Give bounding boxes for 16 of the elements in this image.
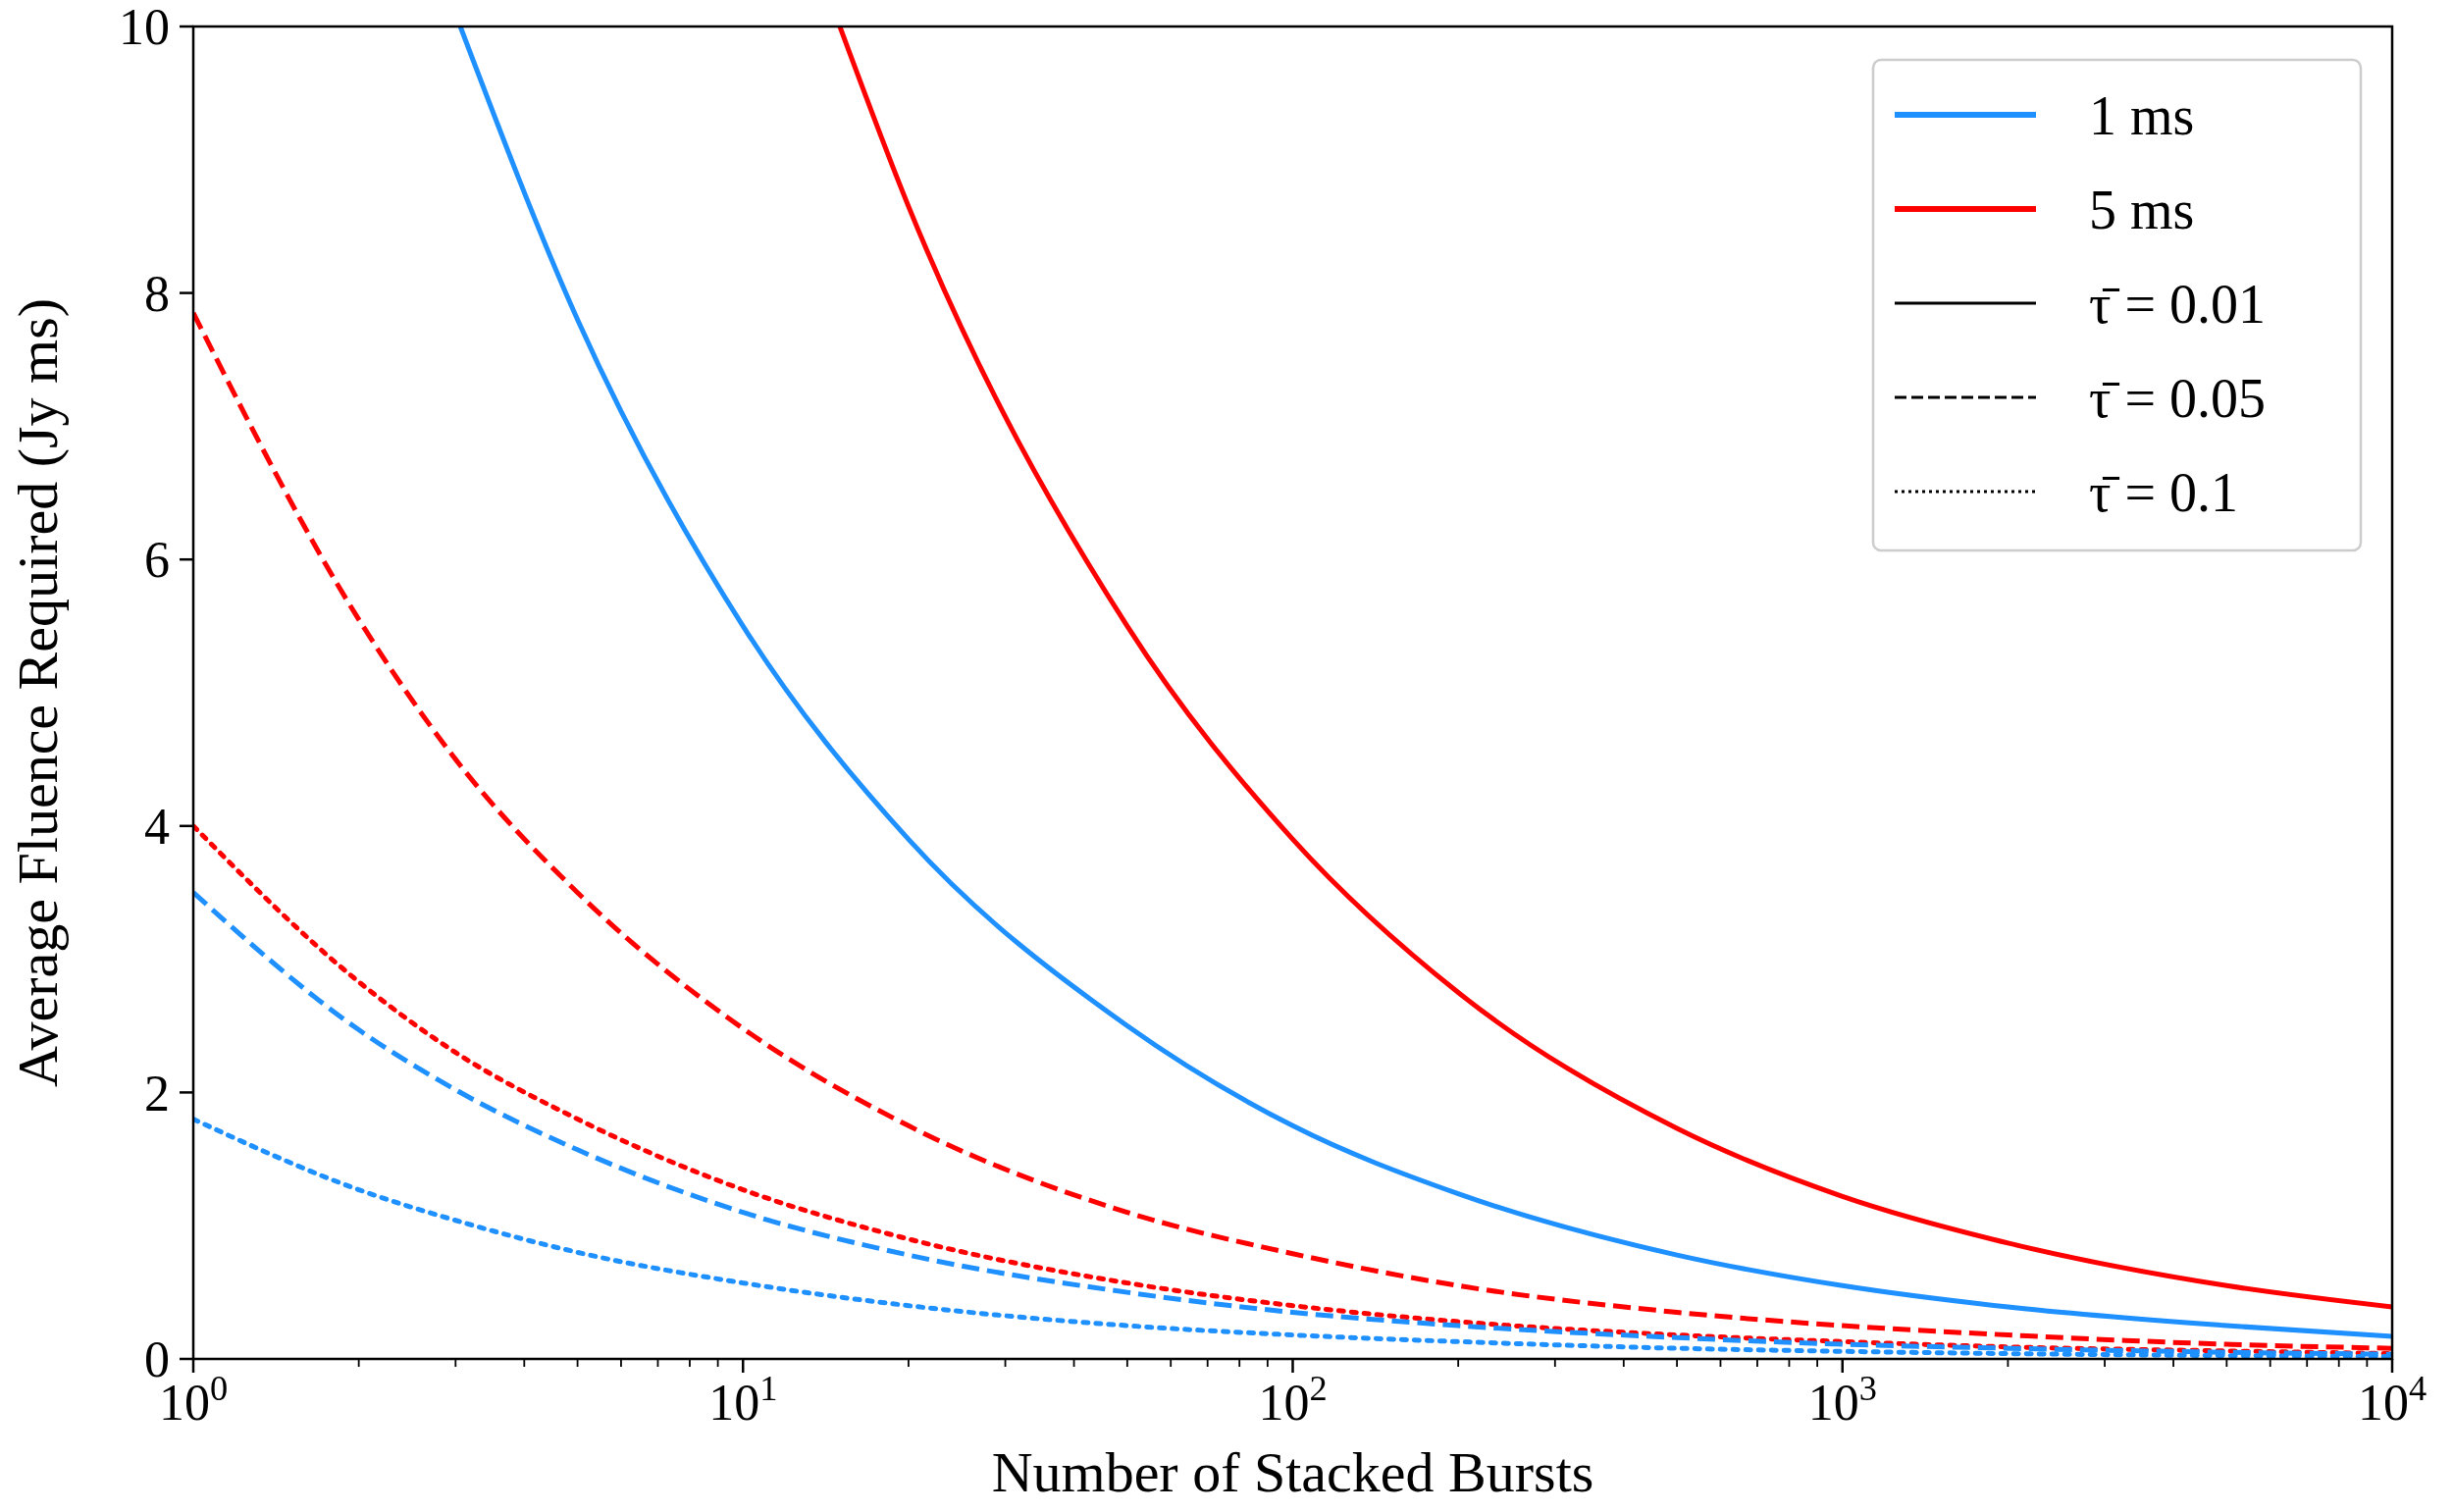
x-tick-label: 10$^{4}$ (2357, 1369, 2427, 1431)
x-tick-label: 10$^{3}$ (1807, 1369, 1877, 1431)
legend-label: τ̄ = 0.01 (2089, 273, 2267, 335)
y-tick-label: 2 (144, 1065, 170, 1121)
legend-label: 1 ms (2089, 84, 2195, 146)
y-tick-label: 8 (144, 265, 170, 322)
legend-label: 5 ms (2089, 179, 2195, 240)
y-tick-label: 10 (119, 0, 170, 56)
y-tick-label: 4 (144, 799, 170, 855)
x-axis-title: Number of Stacked Bursts (991, 1440, 1594, 1504)
x-tick-label: 10$^{2}$ (1258, 1369, 1328, 1431)
y-axis-title: Average Fluence Required (Jy ms) (6, 297, 70, 1088)
legend-label: τ̄ = 0.05 (2089, 367, 2267, 429)
y-tick-label: 6 (144, 532, 170, 589)
x-tick-label: 10$^{1}$ (708, 1369, 778, 1431)
legend-label: τ̄ = 0.1 (2089, 461, 2239, 523)
